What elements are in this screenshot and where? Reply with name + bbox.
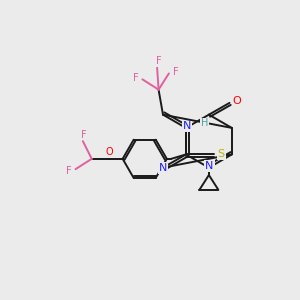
Text: S: S <box>218 149 225 159</box>
Text: F: F <box>156 56 161 66</box>
Text: N: N <box>205 161 214 171</box>
Text: N: N <box>159 163 167 173</box>
Text: H: H <box>200 118 208 128</box>
Text: O: O <box>232 96 241 106</box>
Text: N: N <box>183 122 192 131</box>
Text: F: F <box>133 73 139 83</box>
Text: F: F <box>172 67 178 77</box>
Text: F: F <box>81 130 86 140</box>
Text: O: O <box>106 147 113 158</box>
Text: F: F <box>66 166 72 176</box>
